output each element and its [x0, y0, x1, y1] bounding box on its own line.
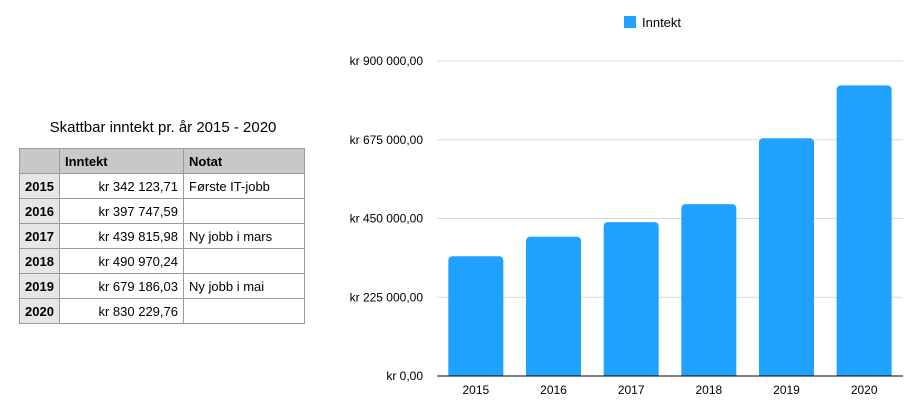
- legend-swatch: [624, 16, 636, 28]
- baseline-mask: [437, 376, 903, 381]
- table-row: 2016 kr 397 747,59: [19, 198, 305, 224]
- bar: [448, 256, 504, 380]
- x-tick-label: 2017: [618, 383, 645, 397]
- amount-cell: kr 342 123,71: [59, 173, 184, 199]
- bar: [526, 236, 581, 380]
- y-tick-label: kr 225 000,00: [350, 290, 424, 304]
- year-cell: 2018: [19, 248, 60, 274]
- table-header-row: Inntekt Notat: [19, 148, 305, 174]
- note-cell: [183, 298, 305, 324]
- y-tick-label: kr 900 000,00: [350, 54, 424, 68]
- bar: [759, 138, 814, 380]
- table-title: Skattbar inntekt pr. år 2015 - 2020: [49, 119, 277, 136]
- bar: [836, 85, 892, 380]
- year-cell: 2016: [19, 198, 60, 224]
- x-tick-label: 2015: [462, 383, 489, 397]
- income-table: Inntekt Notat 2015 kr 342 123,71 Første …: [19, 148, 305, 324]
- y-tick-label: kr 675 000,00: [350, 133, 424, 147]
- amount-cell: kr 679 186,03: [59, 273, 184, 299]
- amount-cell: kr 439 815,98: [59, 223, 184, 249]
- year-cell: 2020: [19, 298, 60, 324]
- bar: [603, 222, 659, 380]
- note-cell: Første IT-jobb: [183, 173, 305, 199]
- amount-cell: kr 397 747,59: [59, 198, 184, 224]
- table-row: 2015 kr 342 123,71 Første IT-jobb: [19, 173, 305, 199]
- bar: [681, 204, 737, 380]
- legend-label: Inntekt: [642, 15, 681, 30]
- y-tick-label: kr 450 000,00: [350, 212, 424, 226]
- table-row: 2020 kr 830 229,76: [19, 298, 305, 324]
- x-tick-label: 2019: [773, 383, 800, 397]
- table-row: 2017 kr 439 815,98 Ny jobb i mars: [19, 223, 305, 249]
- y-tick-label: kr 0,00: [386, 369, 423, 383]
- amount-cell: kr 830 229,76: [59, 298, 184, 324]
- x-tick-label: 2020: [851, 383, 878, 397]
- x-tick-label: 2018: [695, 383, 722, 397]
- year-cell: 2019: [19, 273, 60, 299]
- x-tick-label: 2016: [540, 383, 567, 397]
